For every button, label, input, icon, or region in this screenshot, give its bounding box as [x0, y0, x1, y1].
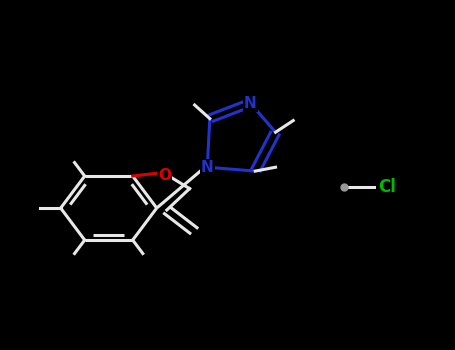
Text: N: N: [201, 160, 214, 175]
Text: Cl: Cl: [378, 178, 396, 196]
Text: O: O: [158, 168, 171, 182]
Text: N: N: [244, 96, 257, 111]
